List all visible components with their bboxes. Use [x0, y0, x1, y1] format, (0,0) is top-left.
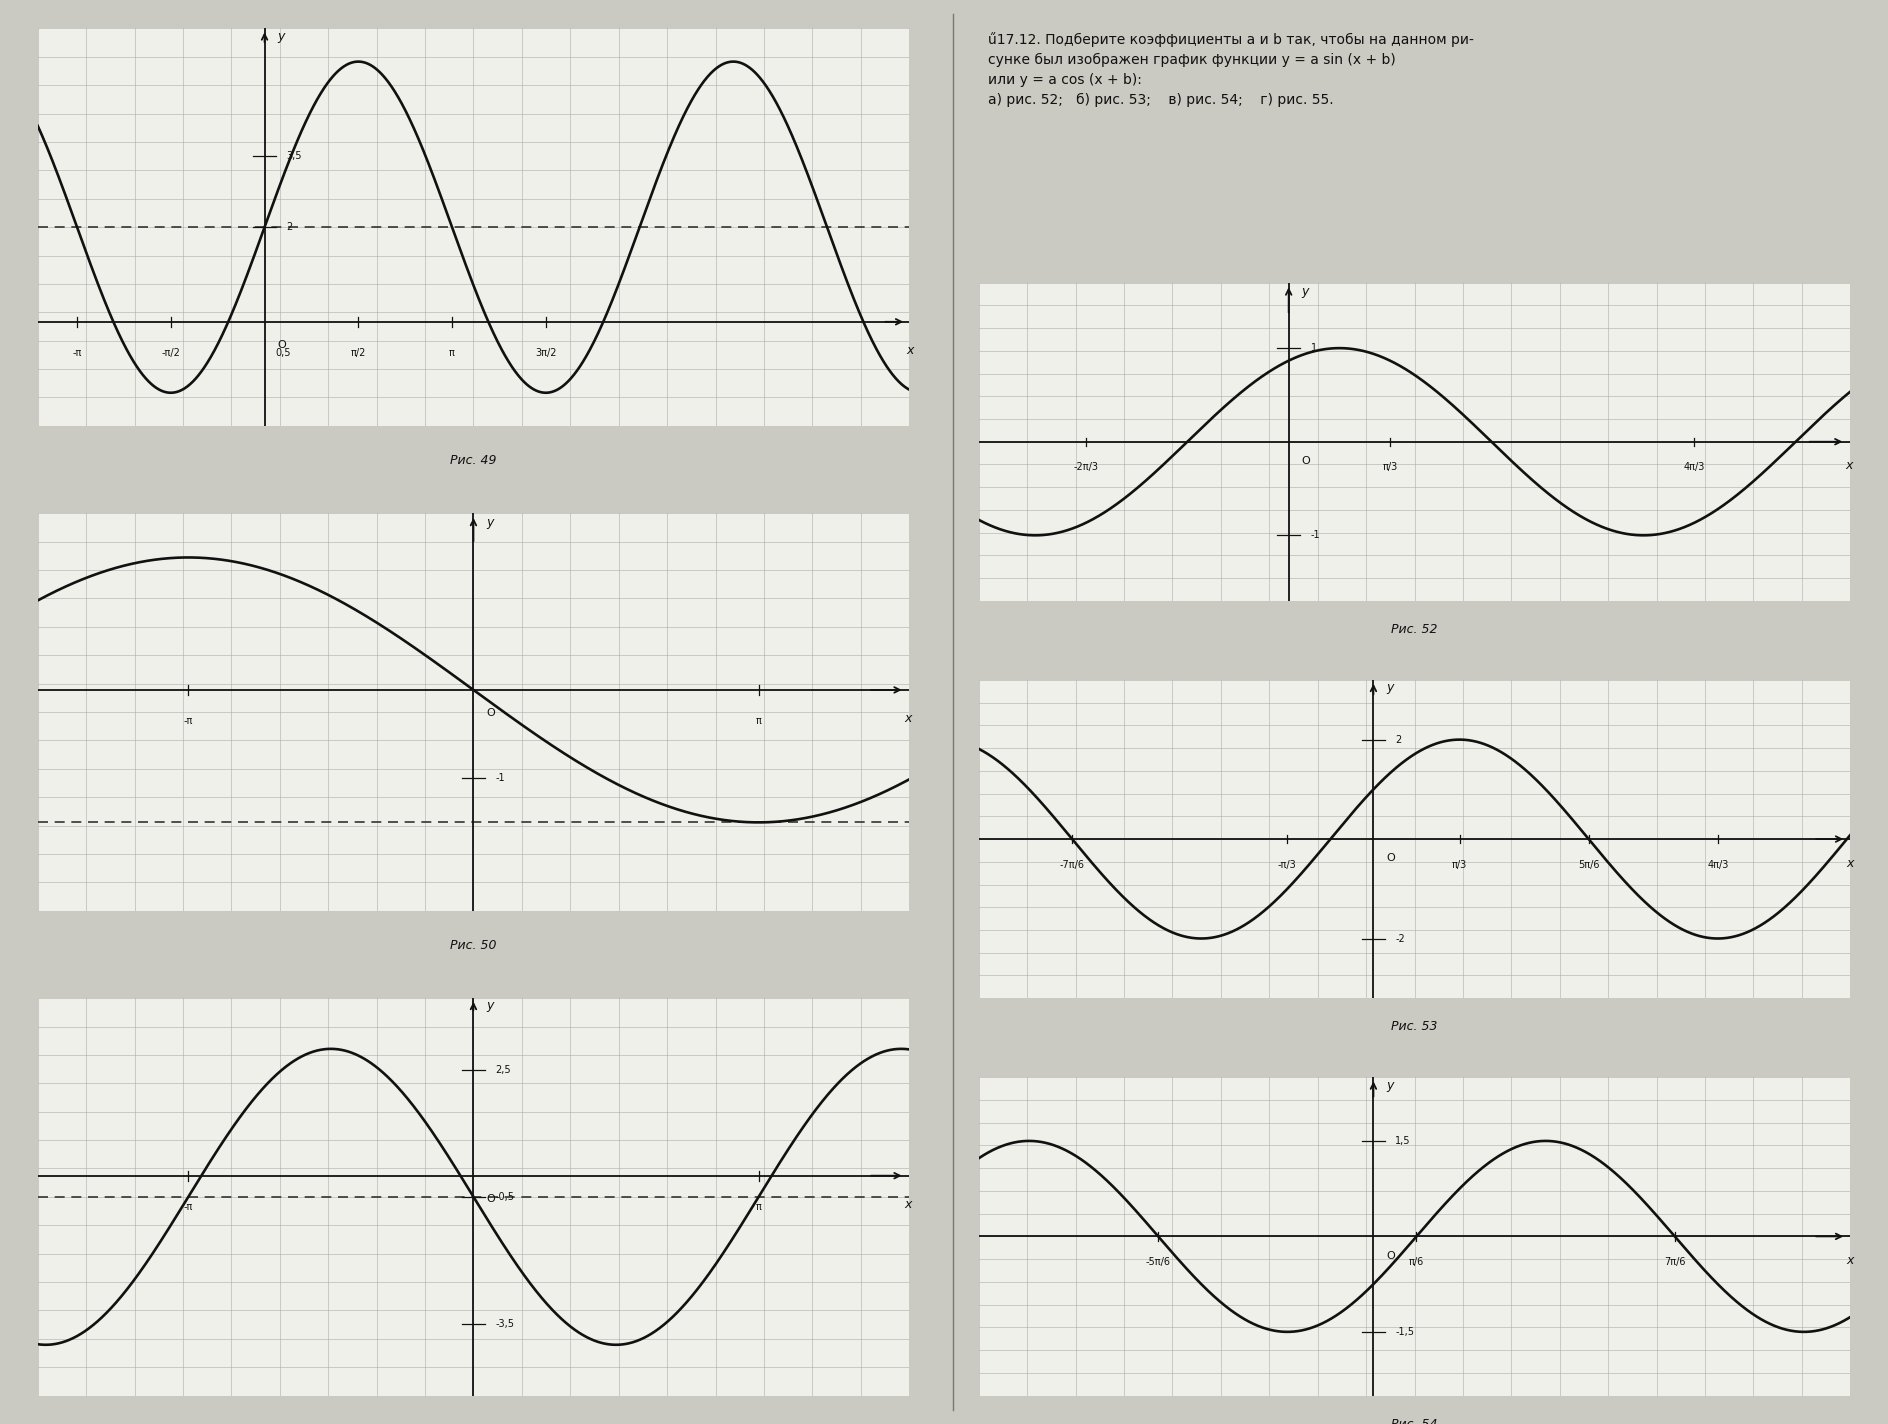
Text: y: y: [1301, 285, 1308, 299]
Text: y: y: [487, 515, 495, 528]
Text: 4π/3: 4π/3: [1684, 463, 1705, 473]
Text: π: π: [449, 347, 455, 357]
Text: 1,5: 1,5: [1395, 1136, 1410, 1146]
Text: Рис. 49: Рис. 49: [449, 454, 497, 467]
Text: O: O: [487, 1193, 495, 1203]
Text: y: y: [487, 1000, 495, 1012]
Text: π/6: π/6: [1408, 1257, 1424, 1267]
Text: -π/2: -π/2: [160, 347, 179, 357]
Text: Рис. 50: Рис. 50: [449, 938, 497, 951]
Text: -1: -1: [1310, 530, 1320, 540]
Text: -2π/3: -2π/3: [1074, 463, 1099, 473]
Text: 3,5: 3,5: [287, 151, 302, 161]
Text: y: y: [278, 30, 285, 43]
Text: O: O: [278, 340, 287, 350]
Text: Рис. 53: Рис. 53: [1391, 1021, 1439, 1034]
Text: π: π: [755, 716, 761, 726]
Text: 4π/3: 4π/3: [1707, 860, 1729, 870]
Text: x: x: [906, 343, 914, 356]
Text: -1: -1: [495, 773, 504, 783]
Text: Рис. 54: Рис. 54: [1391, 1418, 1439, 1424]
Text: O: O: [1386, 1250, 1395, 1260]
Text: 2: 2: [1395, 735, 1401, 745]
Text: O: O: [1301, 456, 1310, 466]
Text: 7π/6: 7π/6: [1663, 1257, 1686, 1267]
Text: π/2: π/2: [351, 347, 366, 357]
Text: x: x: [1845, 459, 1852, 473]
Text: 3π/2: 3π/2: [534, 347, 557, 357]
Text: O: O: [487, 708, 495, 718]
Text: -2: -2: [1395, 934, 1405, 944]
Text: π/3: π/3: [1452, 860, 1467, 870]
Text: -5π/6: -5π/6: [1146, 1257, 1171, 1267]
Text: x: x: [904, 712, 912, 725]
Text: 2,5: 2,5: [495, 1065, 512, 1075]
Text: x: x: [904, 1198, 912, 1210]
Text: -π: -π: [183, 716, 193, 726]
Text: -π/3: -π/3: [1278, 860, 1297, 870]
Text: y: y: [1386, 682, 1393, 695]
Text: 1: 1: [1310, 343, 1316, 353]
Text: π/3: π/3: [1382, 463, 1397, 473]
Text: 0,5: 0,5: [276, 347, 291, 357]
Text: x: x: [1846, 857, 1854, 870]
Text: Рис. 52: Рис. 52: [1391, 624, 1439, 637]
Text: O: O: [1386, 853, 1395, 863]
Text: ű17.12. Подберите коэффициенты a и b так, чтобы на данном ри-
сунке был изображе: ű17.12. Подберите коэффициенты a и b так…: [987, 31, 1473, 107]
Text: -π: -π: [183, 1202, 193, 1212]
Text: -1,5: -1,5: [1395, 1327, 1414, 1337]
Text: -π: -π: [72, 347, 81, 357]
Text: -3,5: -3,5: [495, 1319, 514, 1329]
Text: y: y: [1386, 1079, 1393, 1092]
Text: x: x: [1846, 1255, 1854, 1267]
Text: -0,5: -0,5: [495, 1192, 514, 1202]
Text: 5π/6: 5π/6: [1578, 860, 1599, 870]
Text: -7π/6: -7π/6: [1059, 860, 1084, 870]
Text: π: π: [755, 1202, 761, 1212]
Text: 2: 2: [287, 222, 293, 232]
